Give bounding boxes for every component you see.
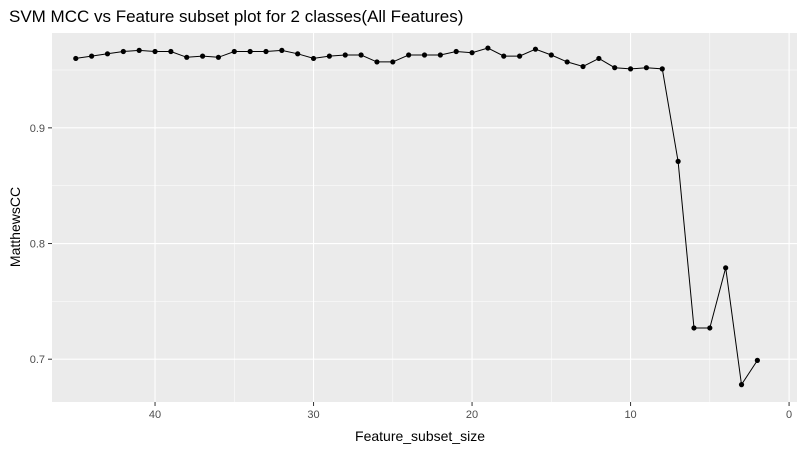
data-point xyxy=(104,51,111,57)
data-point xyxy=(723,265,729,271)
data-point xyxy=(691,325,697,331)
data-point xyxy=(263,48,269,55)
y-tick-label: 0.9 xyxy=(30,123,45,135)
data-point xyxy=(374,59,380,65)
data-point xyxy=(707,325,713,331)
x-tick-label: 40 xyxy=(149,409,161,421)
data-point xyxy=(247,48,253,55)
data-point xyxy=(453,48,459,55)
data-point xyxy=(738,382,745,388)
data-point xyxy=(215,54,222,60)
data-point xyxy=(406,52,412,58)
data-point xyxy=(627,66,634,72)
series-layer xyxy=(73,45,760,388)
data-point xyxy=(564,59,570,65)
grid-minor xyxy=(52,33,797,402)
data-point xyxy=(73,55,79,62)
data-point xyxy=(675,158,681,164)
data-point xyxy=(469,50,475,56)
data-point xyxy=(421,52,428,58)
data-point xyxy=(517,53,523,59)
data-point xyxy=(548,52,554,58)
data-point xyxy=(295,51,301,57)
x-tick-label: 20 xyxy=(466,409,478,421)
data-point xyxy=(168,48,174,55)
data-point xyxy=(326,53,332,59)
data-point xyxy=(532,46,539,52)
data-point xyxy=(89,53,95,59)
x-tick-label: 30 xyxy=(307,409,319,421)
series-line xyxy=(75,47,758,386)
y-tick-label: 0.8 xyxy=(30,239,45,251)
data-point xyxy=(754,357,760,363)
data-point xyxy=(659,66,665,72)
chart-title: SVM MCC vs Feature subset plot for 2 cla… xyxy=(9,7,463,26)
data-point xyxy=(358,52,364,58)
y-axis-title: MatthewsCC xyxy=(7,187,23,267)
x-tick-label: 10 xyxy=(624,409,636,421)
data-point xyxy=(390,59,396,65)
data-point xyxy=(231,48,237,55)
x-axis-ticks: 40 30 20 10 0 xyxy=(149,402,792,421)
data-point xyxy=(643,65,650,71)
y-axis-ticks: 0.7 0.8 0.9 xyxy=(30,123,52,366)
data-point xyxy=(342,52,348,58)
data-point xyxy=(485,45,491,51)
plot-panel xyxy=(52,33,797,402)
data-point xyxy=(612,65,618,71)
x-tick-label: 0 xyxy=(786,409,792,421)
x-axis-title: Feature_subset_size xyxy=(355,428,485,444)
data-point xyxy=(501,53,507,59)
data-point xyxy=(580,63,586,70)
data-point xyxy=(152,48,158,55)
data-point xyxy=(596,55,602,62)
data-point xyxy=(184,54,190,60)
data-point xyxy=(136,47,142,53)
data-point xyxy=(310,55,317,62)
y-tick-label: 0.7 xyxy=(30,354,45,366)
data-point xyxy=(279,47,285,53)
data-point xyxy=(120,48,126,55)
data-point xyxy=(437,52,443,58)
data-point xyxy=(199,53,206,59)
